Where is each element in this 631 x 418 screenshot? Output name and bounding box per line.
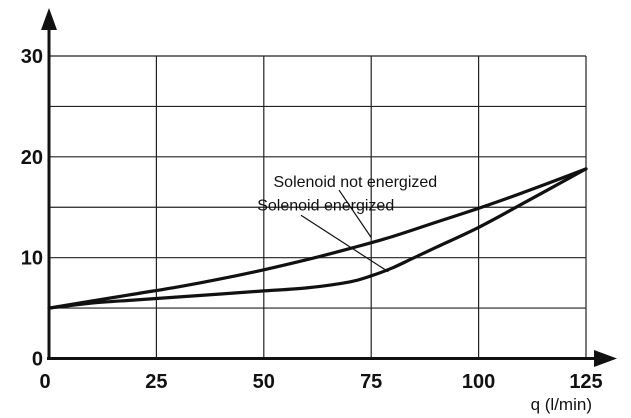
y-tick-label: 10: [21, 248, 43, 270]
annotation-leader-line: [338, 189, 372, 238]
series-line-solenoid-energized: [47, 167, 588, 310]
annotation-solenoid-not-energized: Solenoid not energized: [274, 174, 438, 191]
tick-labels: 0 25 50 75 100 125 0 10 20 30: [21, 46, 603, 393]
x-axis-label: q (l/min): [531, 395, 592, 414]
x-tick-label: 100: [462, 371, 495, 393]
x-tick-label: 125: [569, 371, 602, 393]
x-axis-arrow: [594, 350, 617, 367]
y-tick-label: 30: [21, 46, 43, 68]
annotations: Solenoid not energized Solenoid energized: [257, 174, 438, 273]
y-axis-arrow: [41, 8, 57, 30]
x-tick-label: 0: [39, 371, 50, 393]
series-lines: [47, 167, 588, 310]
y-tick-label: 20: [21, 147, 43, 169]
axes: [41, 8, 617, 367]
grid: [49, 55, 587, 359]
annotation-solenoid-energized: Solenoid energized: [257, 197, 394, 214]
x-tick-label: 50: [253, 371, 275, 393]
series-line-solenoid-not-energized: [47, 167, 588, 310]
annotation-leader-line: [300, 214, 389, 273]
y-tick-label: 0: [32, 349, 43, 371]
x-tick-label: 75: [360, 371, 382, 393]
x-tick-label: 25: [145, 371, 167, 393]
